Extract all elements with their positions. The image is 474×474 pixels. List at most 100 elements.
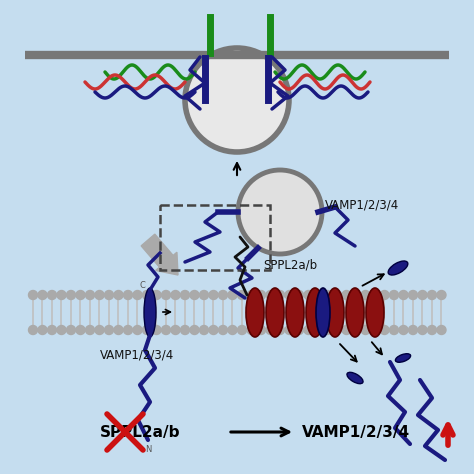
- Circle shape: [428, 326, 437, 335]
- Circle shape: [323, 291, 332, 300]
- Circle shape: [162, 291, 171, 300]
- Circle shape: [47, 291, 56, 300]
- Circle shape: [399, 291, 408, 300]
- Circle shape: [104, 326, 113, 335]
- Circle shape: [219, 326, 228, 335]
- Circle shape: [57, 291, 66, 300]
- Circle shape: [76, 326, 85, 335]
- Circle shape: [313, 291, 322, 300]
- Circle shape: [47, 326, 56, 335]
- Circle shape: [437, 326, 446, 335]
- Circle shape: [104, 291, 113, 300]
- Circle shape: [38, 326, 47, 335]
- Circle shape: [124, 291, 133, 300]
- Ellipse shape: [316, 288, 330, 337]
- Ellipse shape: [346, 288, 364, 337]
- Circle shape: [85, 326, 94, 335]
- Circle shape: [313, 326, 322, 335]
- Text: VAMP1/2/3/4: VAMP1/2/3/4: [325, 199, 399, 211]
- Ellipse shape: [266, 288, 284, 337]
- Ellipse shape: [246, 288, 264, 337]
- Circle shape: [418, 326, 427, 335]
- Ellipse shape: [326, 288, 344, 337]
- FancyArrow shape: [141, 234, 178, 275]
- Ellipse shape: [395, 354, 410, 362]
- Circle shape: [66, 326, 75, 335]
- Circle shape: [304, 291, 313, 300]
- Circle shape: [332, 326, 341, 335]
- Circle shape: [228, 291, 237, 300]
- Circle shape: [95, 291, 104, 300]
- Circle shape: [171, 291, 180, 300]
- Ellipse shape: [306, 288, 324, 337]
- Circle shape: [209, 326, 218, 335]
- Circle shape: [371, 291, 380, 300]
- Circle shape: [332, 291, 341, 300]
- Circle shape: [285, 326, 294, 335]
- Ellipse shape: [347, 372, 363, 383]
- Circle shape: [352, 291, 361, 300]
- Circle shape: [200, 291, 209, 300]
- Circle shape: [380, 291, 389, 300]
- Circle shape: [428, 291, 437, 300]
- Circle shape: [294, 291, 303, 300]
- Circle shape: [285, 291, 294, 300]
- Circle shape: [171, 326, 180, 335]
- Circle shape: [266, 291, 275, 300]
- Circle shape: [124, 326, 133, 335]
- Circle shape: [143, 326, 152, 335]
- Text: VAMP1/2/3/4: VAMP1/2/3/4: [100, 348, 174, 361]
- Circle shape: [266, 326, 275, 335]
- Circle shape: [152, 326, 161, 335]
- Circle shape: [190, 291, 199, 300]
- Ellipse shape: [144, 288, 156, 337]
- Circle shape: [219, 291, 228, 300]
- Circle shape: [190, 326, 199, 335]
- Ellipse shape: [388, 261, 408, 275]
- Circle shape: [237, 326, 246, 335]
- Circle shape: [28, 291, 37, 300]
- Text: VAMP1/2/3/4: VAMP1/2/3/4: [302, 425, 410, 439]
- Circle shape: [95, 326, 104, 335]
- Ellipse shape: [366, 288, 384, 337]
- Circle shape: [57, 326, 66, 335]
- Text: SPPL2a/b: SPPL2a/b: [263, 258, 317, 272]
- Circle shape: [114, 291, 123, 300]
- Circle shape: [275, 291, 284, 300]
- Circle shape: [371, 326, 380, 335]
- Circle shape: [323, 326, 332, 335]
- Bar: [160, 205, 270, 270]
- Text: N: N: [145, 445, 151, 454]
- Circle shape: [304, 326, 313, 335]
- Circle shape: [294, 326, 303, 335]
- Circle shape: [275, 326, 284, 335]
- Circle shape: [38, 291, 47, 300]
- Circle shape: [409, 291, 418, 300]
- Circle shape: [247, 291, 256, 300]
- Circle shape: [361, 326, 370, 335]
- Circle shape: [200, 326, 209, 335]
- Circle shape: [237, 291, 246, 300]
- Text: SPPL2a/b: SPPL2a/b: [100, 425, 181, 439]
- Text: C: C: [140, 281, 146, 290]
- Circle shape: [409, 326, 418, 335]
- Circle shape: [247, 326, 256, 335]
- Circle shape: [342, 291, 351, 300]
- Circle shape: [380, 326, 389, 335]
- Circle shape: [152, 291, 161, 300]
- Circle shape: [256, 326, 265, 335]
- Circle shape: [390, 326, 399, 335]
- Circle shape: [185, 48, 289, 152]
- Circle shape: [133, 326, 142, 335]
- Circle shape: [352, 326, 361, 335]
- Circle shape: [85, 291, 94, 300]
- Circle shape: [390, 291, 399, 300]
- Circle shape: [437, 291, 446, 300]
- Circle shape: [342, 326, 351, 335]
- Circle shape: [114, 326, 123, 335]
- Circle shape: [143, 291, 152, 300]
- Circle shape: [28, 326, 37, 335]
- Circle shape: [228, 326, 237, 335]
- Ellipse shape: [286, 288, 304, 337]
- Circle shape: [66, 291, 75, 300]
